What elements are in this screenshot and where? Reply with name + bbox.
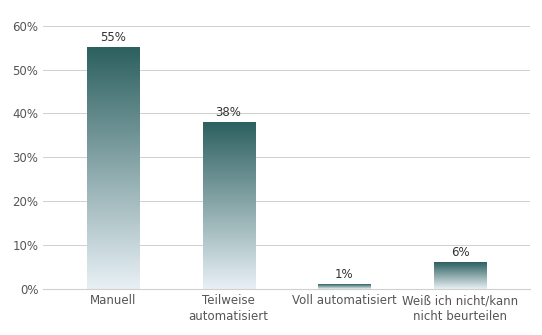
- Text: 1%: 1%: [335, 268, 353, 281]
- Text: 6%: 6%: [451, 246, 469, 259]
- Text: 38%: 38%: [216, 106, 242, 119]
- Text: 55%: 55%: [100, 31, 126, 44]
